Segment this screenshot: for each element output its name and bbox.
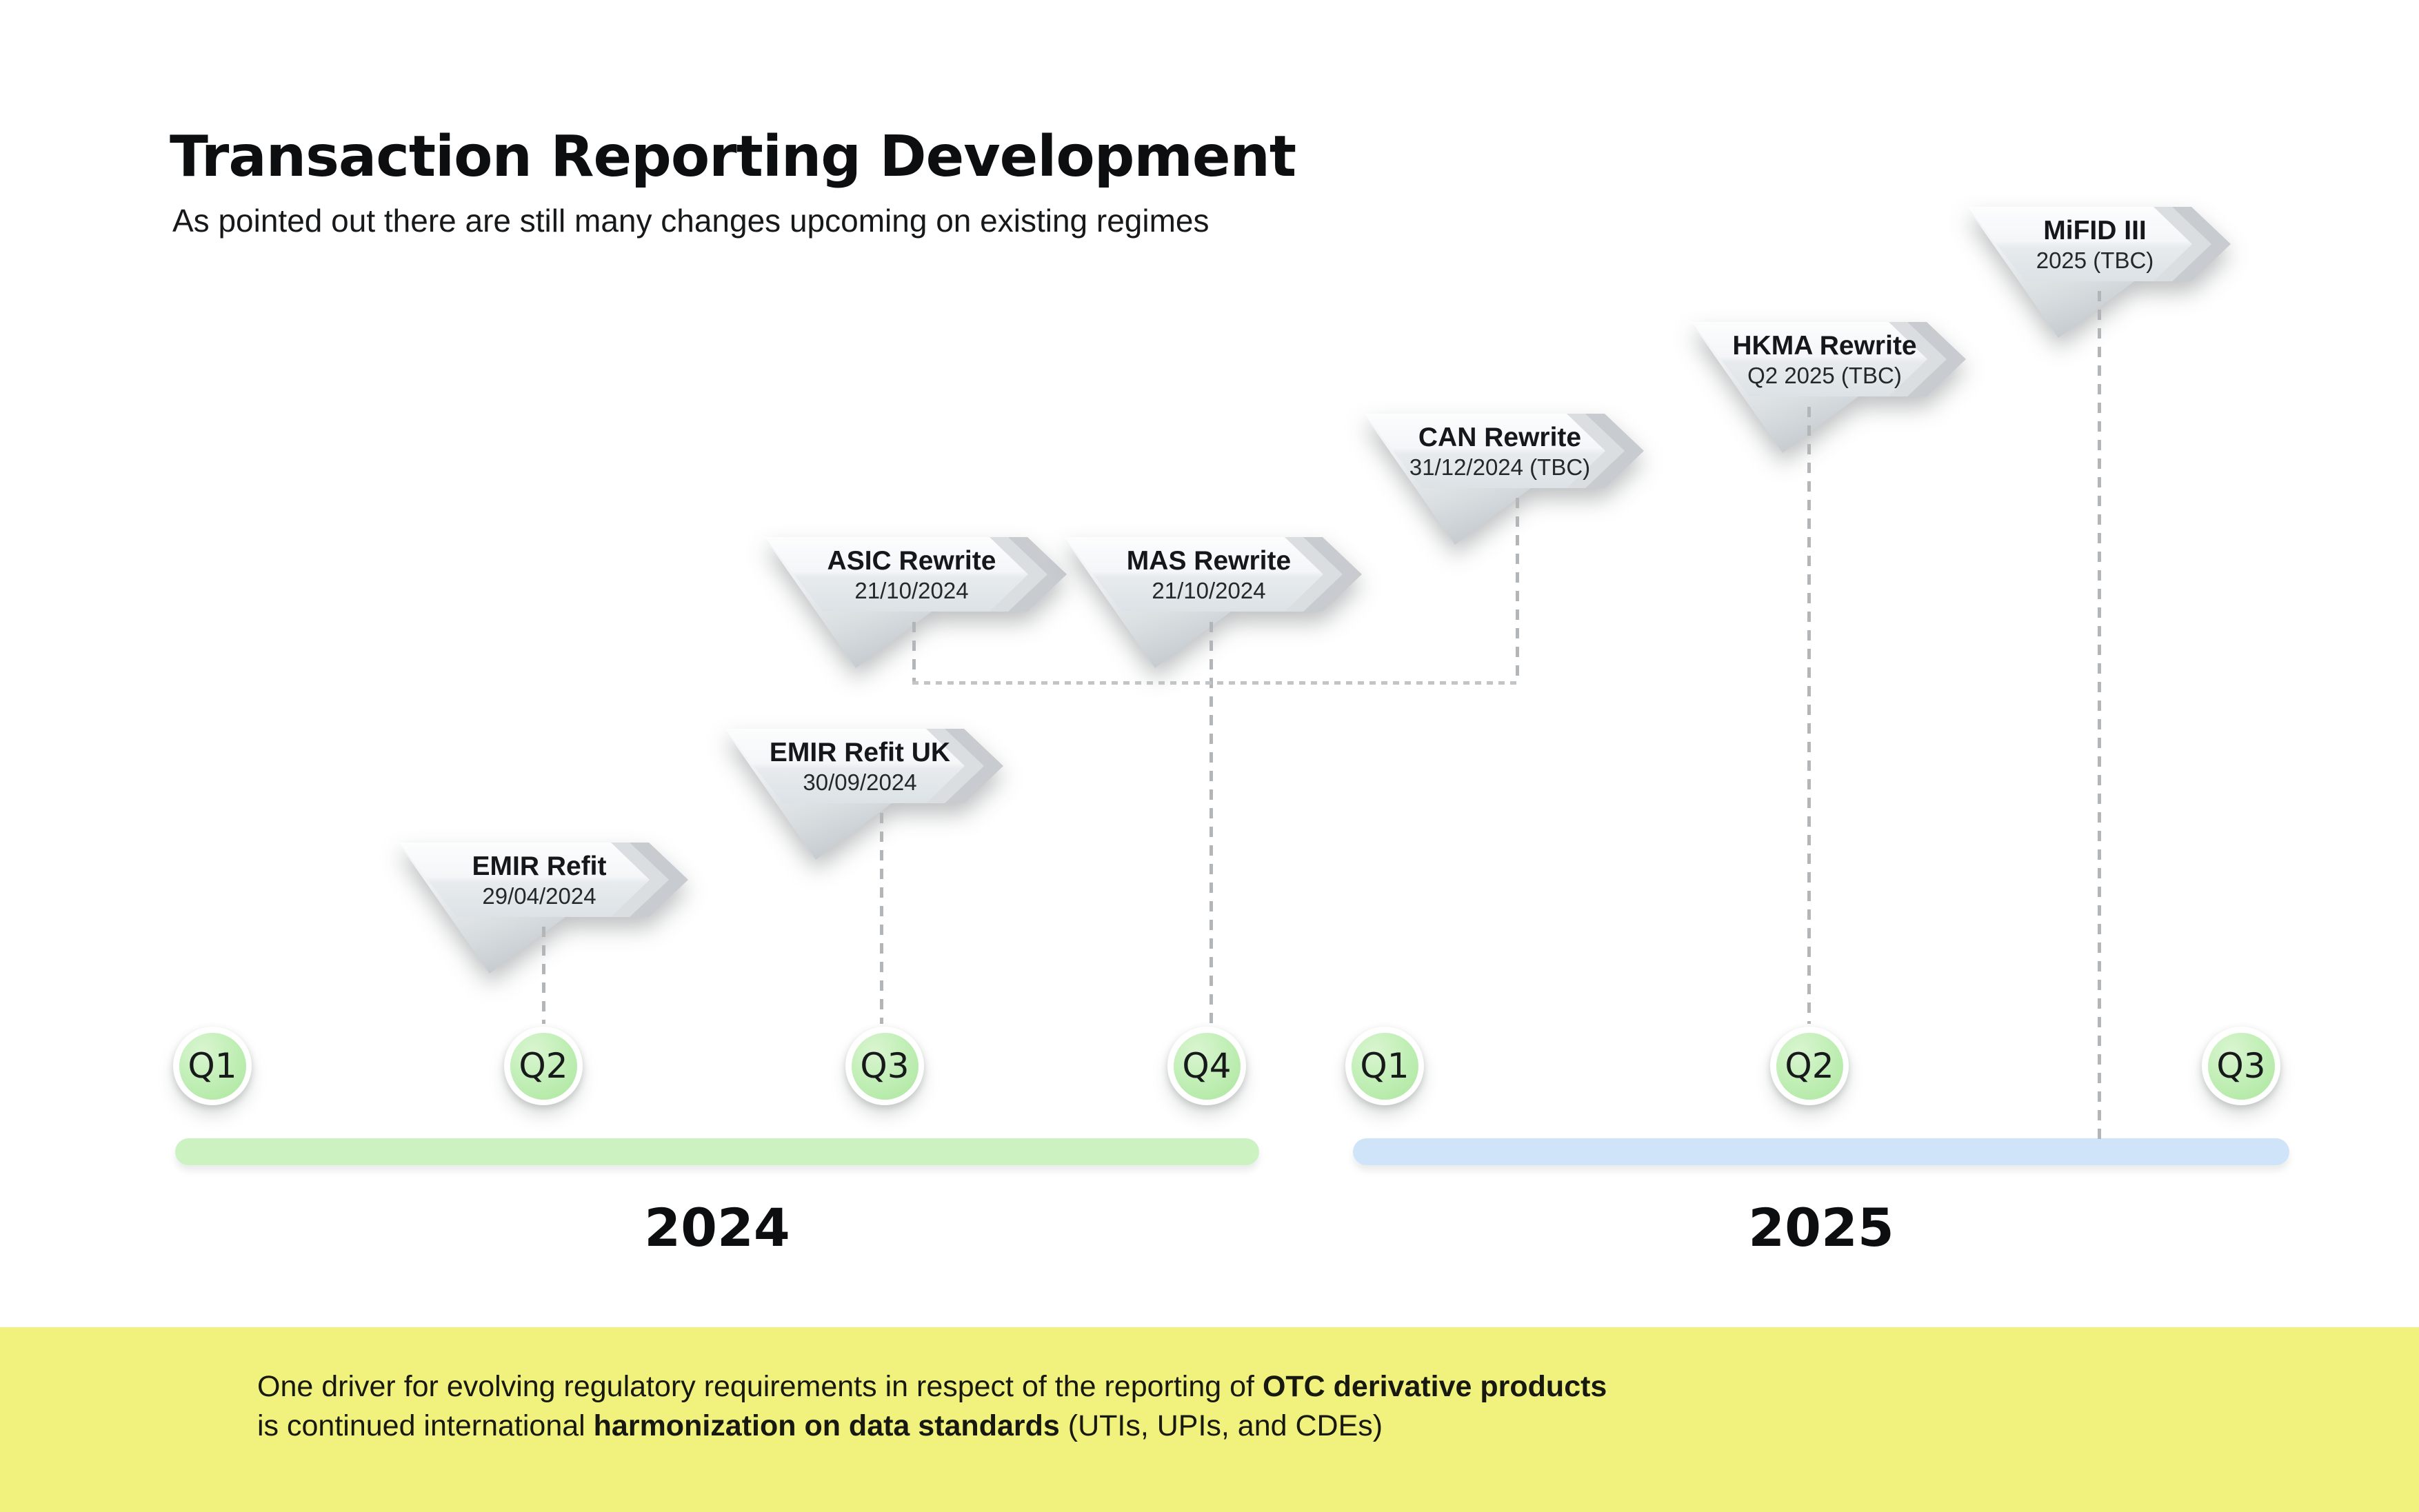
quarter-label: Q1 <box>179 1032 246 1100</box>
milestone-date: 29/04/2024 <box>482 883 596 909</box>
milestone-date: Q2 2025 (TBC) <box>1747 362 1902 388</box>
quarter-label: Q2 <box>1776 1032 1843 1100</box>
quarter-marker-q3-2025: Q3 <box>2202 1027 2280 1105</box>
milestone-date: 21/10/2024 <box>854 577 969 603</box>
milestone-title: MAS Rewrite <box>1126 545 1292 576</box>
quarter-marker-q2-2024: Q2 <box>504 1027 583 1105</box>
milestone-banner-mas-rewrite: MAS Rewrite 21/10/2024 <box>1064 537 1362 668</box>
quarter-label: Q3 <box>851 1032 919 1100</box>
footer-note: One driver for evolving regulatory requi… <box>0 1327 2419 1512</box>
footer-line-1: One driver for evolving regulatory requi… <box>257 1370 1607 1403</box>
connector-line-mas-rewrite <box>1210 622 1213 1024</box>
connector-line-can-rewrite <box>1516 498 1519 683</box>
milestone-title: CAN Rewrite <box>1418 422 1582 452</box>
quarter-marker-q3-2024: Q3 <box>845 1027 924 1105</box>
milestone-title: MiFID III <box>2043 215 2147 245</box>
quarter-marker-q1-2025: Q1 <box>1345 1027 1424 1105</box>
milestone-banner-hkma-rewrite: HKMA Rewrite Q2 2025 (TBC) <box>1692 322 1966 453</box>
footer-line-2: is continued international harmonization… <box>257 1409 1383 1442</box>
page-title: Transaction Reporting Development <box>170 124 1296 190</box>
quarter-marker-q2-2025: Q2 <box>1770 1027 1849 1105</box>
quarter-label: Q1 <box>1351 1032 1418 1100</box>
connector-line-horizontal <box>912 681 1519 685</box>
milestone-banner-mifid-iii: MiFID III 2025 (TBC) <box>1967 207 2231 338</box>
milestone-date: 2025 (TBC) <box>2036 247 2154 273</box>
connector-line-emir-refit-uk <box>880 813 883 1024</box>
connector-line-emir-refit <box>542 927 545 1024</box>
milestone-title: EMIR Refit <box>472 851 607 881</box>
milestone-banner-emir-refit: EMIR Refit 29/04/2024 <box>399 843 688 974</box>
year-bar-2025 <box>1353 1138 2289 1165</box>
milestone-date: 31/12/2024 (TBC) <box>1409 454 1591 480</box>
quarter-label: Q2 <box>510 1032 577 1100</box>
quarter-marker-q1-2024: Q1 <box>173 1027 252 1105</box>
milestone-date: 21/10/2024 <box>1152 577 1266 603</box>
milestone-banner-emir-refit-uk: EMIR Refit UK 30/09/2024 <box>725 729 1003 860</box>
milestone-title: ASIC Rewrite <box>827 545 996 576</box>
milestone-banner-asic-rewrite: ASIC Rewrite 21/10/2024 <box>765 537 1067 668</box>
quarter-marker-q4-2024: Q4 <box>1167 1027 1246 1105</box>
year-label-2024: 2024 <box>644 1197 790 1258</box>
footer-bold-harmonization: harmonization on data standards <box>593 1409 1060 1442</box>
quarter-label: Q4 <box>1173 1032 1241 1100</box>
year-label-2025: 2025 <box>1748 1197 1894 1258</box>
year-bar-2024 <box>175 1138 1259 1165</box>
footer-bold-otc: OTC derivative products <box>1262 1370 1607 1403</box>
milestone-banner-can-rewrite: CAN Rewrite 31/12/2024 (TBC) <box>1364 414 1644 545</box>
connector-line-asic-rewrite <box>912 622 916 683</box>
quarter-label: Q3 <box>2207 1032 2275 1100</box>
milestone-title: HKMA Rewrite <box>1732 330 1917 361</box>
connector-line-mifid-iii <box>2098 291 2101 1140</box>
footer-text: One driver for evolving regulatory requi… <box>257 1367 1607 1446</box>
page-subtitle: As pointed out there are still many chan… <box>172 203 1210 239</box>
milestone-date: 30/09/2024 <box>803 769 917 795</box>
milestone-title: EMIR Refit UK <box>769 737 951 767</box>
connector-line-hkma-rewrite <box>1807 407 1811 1024</box>
